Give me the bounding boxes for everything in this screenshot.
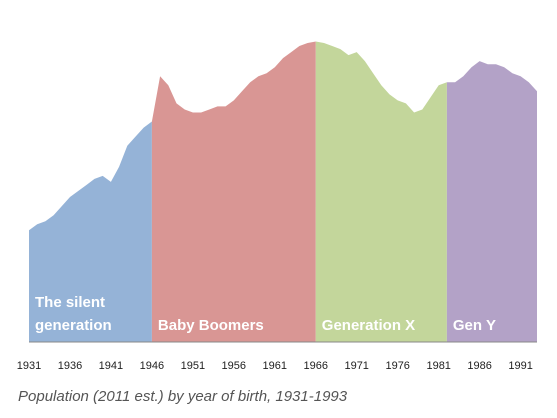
generation-areas [29, 41, 537, 342]
label-the-silent-generation: The silent [35, 294, 105, 311]
x-tick-label: 1951 [181, 360, 205, 372]
generation-labels: The silent generation Baby Boomers Generati… [35, 294, 496, 334]
x-tick-label: 1936 [58, 360, 82, 372]
label-gen-y: Gen Y [453, 317, 496, 334]
x-tick-label: 1956 [222, 360, 246, 372]
area-gen-y [446, 61, 537, 342]
x-tick-label: 1961 [263, 360, 287, 372]
x-tick-label: 1941 [99, 360, 123, 372]
label-generation-x: Generation X [322, 317, 415, 334]
x-tick-label: 1991 [508, 360, 532, 372]
x-tick-label: 1971 [344, 360, 368, 372]
x-tick-label: 1966 [304, 360, 328, 372]
x-tick-label: 1976 [385, 360, 409, 372]
area-the-silent-generation [29, 121, 152, 342]
x-tick-label: 1946 [140, 360, 164, 372]
label-the-silent-generation: generation [35, 317, 112, 334]
area-generation-x [315, 41, 447, 342]
x-axis-ticks: 1931 1936 1941 1946 1951 1956 1961 1966 1971 1976… [17, 360, 533, 372]
x-tick-label: 1986 [467, 360, 491, 372]
label-baby-boomers: Baby Boomers [158, 317, 264, 334]
chart-caption: Population (2011 est.) by year of birth,… [18, 388, 348, 405]
area-baby-boomers [151, 41, 316, 342]
x-tick-label: 1931 [17, 360, 41, 372]
x-tick-label: 1981 [426, 360, 450, 372]
